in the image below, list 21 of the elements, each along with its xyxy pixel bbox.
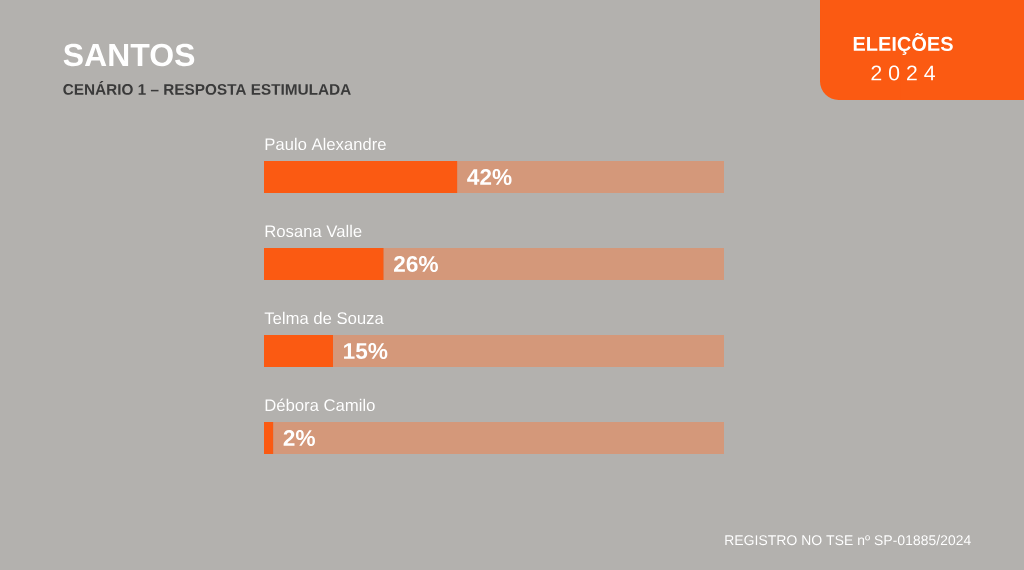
bar [264, 421, 274, 454]
bar [457, 160, 724, 193]
bar [383, 247, 724, 280]
bar [273, 421, 724, 454]
chart-title: SANTOS [63, 43, 195, 67]
data-label: 26% [394, 255, 438, 273]
y-tick-label: Rosana Valle [265, 224, 362, 238]
bar [333, 334, 724, 367]
bar [264, 247, 384, 280]
text: ELEIÇÕES [853, 33, 953, 55]
y-tick-label: Telma de Souza [264, 311, 384, 325]
y-tick-label: Débora Camilo [265, 398, 375, 412]
bar [264, 160, 458, 193]
y-tick-label: Paulo Alexandre [265, 137, 386, 151]
data-label: 42% [467, 168, 512, 185]
data-label: 15% [344, 343, 388, 359]
bar [264, 334, 334, 367]
text: REGISTRO NO TSE nº SP-01885/2024 [725, 534, 971, 546]
chart-subtitle: CENÁRIO 1 – RESPOSTA ESTIMULADA [63, 81, 351, 95]
text: 2 0 2 4 [871, 65, 935, 81]
data-label: 2% [283, 429, 315, 446]
